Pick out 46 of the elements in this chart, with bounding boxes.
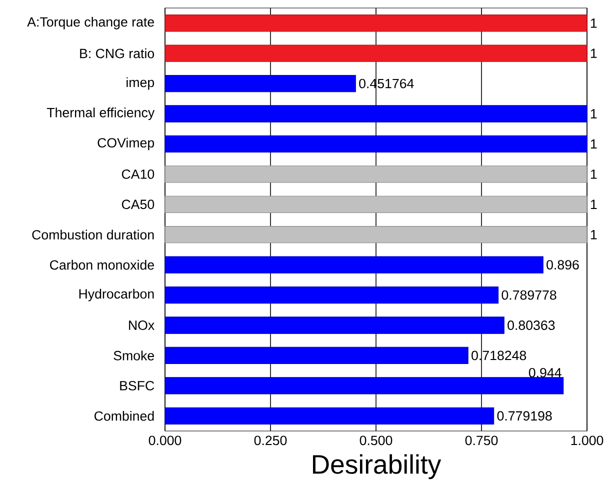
bar xyxy=(164,166,588,183)
y-tick-label: CA10 xyxy=(122,169,154,179)
y-tick-label: Hydrocarbon xyxy=(79,288,154,302)
y-tick-label: NOx xyxy=(129,320,154,330)
data-label: 1 xyxy=(590,230,597,240)
data-label: 1 xyxy=(590,170,597,179)
x-tick-label: 0.000 xyxy=(148,436,182,446)
y-tick-label: Carbon monoxide xyxy=(50,260,154,270)
x-tick-label: 1.000 xyxy=(571,436,604,446)
bar xyxy=(164,316,504,334)
bar xyxy=(164,256,544,274)
data-label: 1 xyxy=(590,18,597,28)
data-label: 0.944 xyxy=(528,368,562,378)
y-tick-label: B: CNG ratio xyxy=(80,48,154,58)
bar xyxy=(164,44,588,62)
x-axis-title: Desirability xyxy=(313,454,442,480)
data-label: 0.80363 xyxy=(508,320,555,330)
bar xyxy=(164,346,468,364)
y-tick-label: CA50 xyxy=(122,200,154,210)
y-tick-label: imep xyxy=(126,77,154,90)
y-tick-label: Combustion duration xyxy=(32,230,154,240)
x-tick-label: 0.500 xyxy=(360,436,392,446)
data-label: 1 xyxy=(590,48,597,58)
y-tick-label: Combined xyxy=(94,411,154,421)
data-label: 1 xyxy=(590,109,597,118)
data-label: 0.789778 xyxy=(502,290,556,300)
data-label: 1 xyxy=(590,200,597,209)
bar xyxy=(164,74,356,92)
bar xyxy=(164,377,564,394)
data-label: 0.896 xyxy=(546,260,579,270)
y-tick-label: A:Torque change rate xyxy=(27,16,154,30)
y-tick-label: Smoke xyxy=(114,350,154,360)
y-tick-label: BSFC xyxy=(120,380,154,390)
bar xyxy=(164,135,588,153)
bar xyxy=(164,226,588,244)
y-tick-label: COVimep xyxy=(98,138,154,150)
bar xyxy=(164,105,588,122)
bar xyxy=(164,14,588,32)
y-tick-label: Thermal efficiency xyxy=(46,108,155,120)
bar xyxy=(164,286,499,304)
x-tick-label: 0.750 xyxy=(465,436,498,446)
bar xyxy=(164,196,588,213)
data-label: 0.779198 xyxy=(497,411,552,421)
data-label: 1 xyxy=(590,139,597,149)
x-tick-label: 0.250 xyxy=(254,436,287,446)
bar xyxy=(164,407,494,424)
